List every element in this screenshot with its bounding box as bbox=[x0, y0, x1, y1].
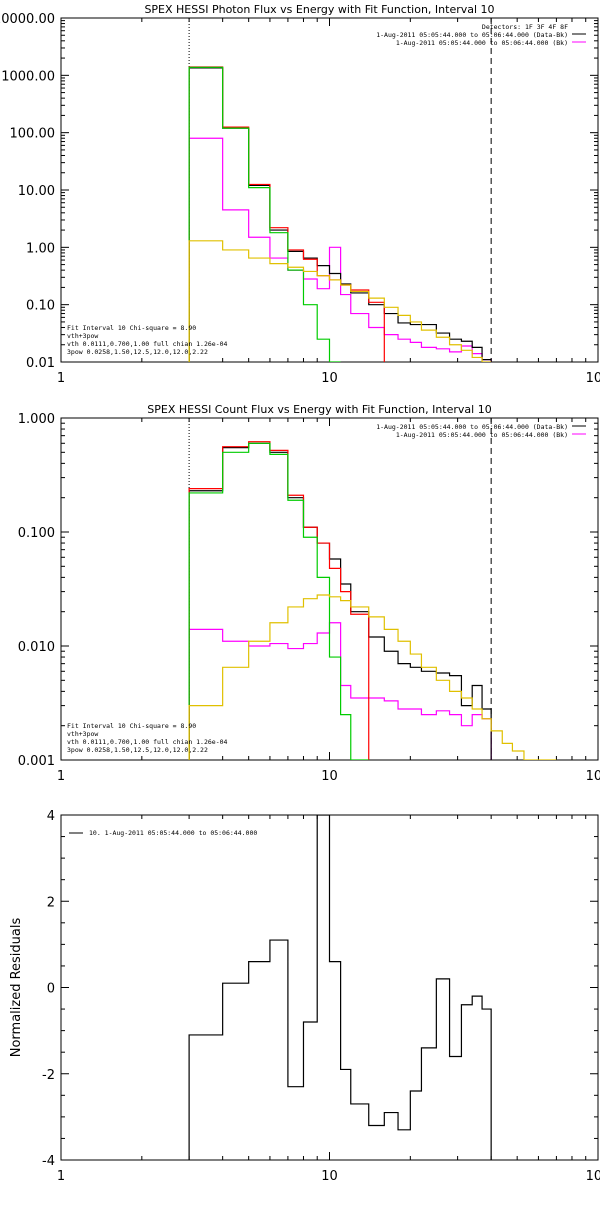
x-tick-label: 10 bbox=[321, 769, 338, 784]
series-group bbox=[188, 441, 557, 760]
legend-header-line: 1-Aug-2011 05:05:44.000 to 05:06:44.000 … bbox=[396, 39, 568, 47]
x-tick-label: 1 bbox=[57, 769, 65, 784]
series-line-2 bbox=[188, 67, 492, 362]
y-tick-label: 0.010 bbox=[18, 640, 55, 655]
y-tick-label: 100.00 bbox=[10, 127, 56, 142]
series-line-3 bbox=[188, 66, 385, 362]
y-tick-label: 0.01 bbox=[26, 356, 55, 371]
x-tick-label: 100 bbox=[586, 371, 600, 386]
x-tick-label: 10 bbox=[321, 371, 338, 386]
chart-panel-3: 1 10 100 -4 -2 0 2 4 Normalized Residuals 10. 1-A… bbox=[9, 809, 600, 1184]
y-tick-label: 1.00 bbox=[26, 241, 55, 256]
y-tick-label: -4 bbox=[42, 1154, 55, 1169]
y-tick-label: 1000.00 bbox=[1, 69, 55, 84]
legend-footer-line: Fit Interval 10 Chi-square = 8.90 bbox=[67, 722, 196, 730]
series-line-1 bbox=[188, 137, 492, 362]
legend-entry: 10. 1-Aug-2011 05:05:44.000 to 05:06:44.… bbox=[89, 829, 257, 837]
legend-footer-line: vth+3pow bbox=[67, 332, 98, 340]
legend-footer-line: Fit Interval 10 Chi-square = 8.90 bbox=[67, 324, 196, 332]
chart-panel-1: SPEX HESSI Photon Flux vs Energy with Fi… bbox=[0, 3, 600, 386]
legend-header-line: Detectors: 1F 3F 4F 8F bbox=[482, 23, 568, 31]
legend-footer-line: 3pow 0.0258,1.50,12.5,12.0,12.0,2.22 bbox=[67, 746, 208, 754]
x-tick-label: 1 bbox=[57, 371, 65, 386]
chart-panel-2: SPEX HESSI Count Flux vs Energy with Fit… bbox=[18, 403, 600, 784]
series-line-5 bbox=[188, 594, 557, 760]
y-tick-label: 2 bbox=[47, 895, 55, 910]
x-tick-label: 10 bbox=[321, 1169, 338, 1184]
chart-title: SPEX HESSI Count Flux vs Energy with Fit… bbox=[147, 403, 491, 416]
x-tick-label: 100 bbox=[586, 1169, 600, 1184]
series-line-1 bbox=[188, 815, 492, 1160]
legend-header-line: 1-Aug-2011 05:05:44.000 to 05:06:44.000 … bbox=[396, 431, 568, 439]
legend-footer-line: vth 0.0111,0.700,1.00 full chian 1.26e-0… bbox=[67, 738, 228, 746]
x-tick-label: 1 bbox=[57, 1169, 65, 1184]
series-group bbox=[188, 66, 492, 362]
legend-footer-line: 3pow 0.0258,1.50,12.5,12.0,12.0,2.22 bbox=[67, 348, 208, 356]
chart-title: SPEX HESSI Photon Flux vs Energy with Fi… bbox=[144, 3, 494, 16]
y-tick-label: -2 bbox=[42, 1068, 55, 1083]
legend-footer-line: vth+3pow bbox=[67, 730, 98, 738]
legend-footer-line: vth 0.0111,0.700,1.00 full chian 1.26e-0… bbox=[67, 340, 228, 348]
plot-frame bbox=[60, 17, 599, 363]
legend-header-line: 1-Aug-2011 05:05:44.000 to 05:06:44.000 … bbox=[376, 31, 568, 39]
x-tick-label: 100 bbox=[586, 769, 600, 784]
y-tick-label: 0.10 bbox=[26, 299, 55, 314]
series-line-4 bbox=[188, 66, 341, 362]
y-tick-label: 10000.00 bbox=[0, 12, 55, 27]
y-tick-label: 1.000 bbox=[18, 412, 55, 427]
legend-header-line: 1-Aug-2011 05:05:44.000 to 05:06:44.000 … bbox=[376, 423, 568, 431]
y-tick-label: 0.001 bbox=[18, 754, 55, 769]
series-group bbox=[188, 815, 492, 1160]
series-line-4 bbox=[188, 442, 369, 760]
y-tick-label: 0.100 bbox=[18, 526, 55, 541]
y-axis-label: Normalized Residuals bbox=[9, 918, 24, 1058]
y-tick-label: 0 bbox=[47, 982, 55, 997]
y-tick-label: 4 bbox=[47, 809, 55, 824]
series-line-5 bbox=[188, 240, 492, 362]
series-line-1 bbox=[188, 622, 492, 760]
y-tick-label: 10.00 bbox=[18, 184, 55, 199]
